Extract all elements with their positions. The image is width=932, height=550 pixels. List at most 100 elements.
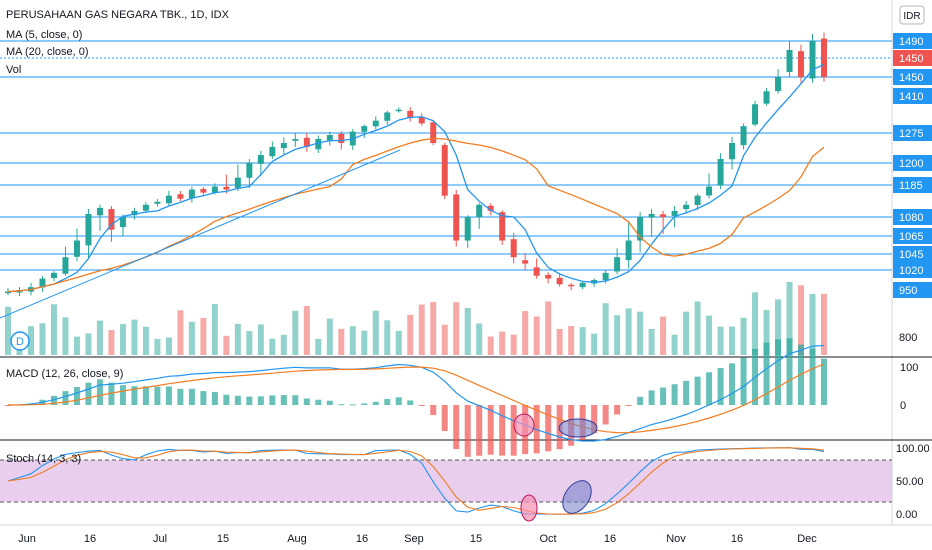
volume-bar (234, 323, 241, 355)
macd-histogram-bar (487, 405, 494, 455)
macd-axis-label: 100 (900, 362, 918, 374)
candle-body (269, 147, 276, 157)
time-tick-label: Jul (153, 533, 167, 545)
trend-line[interactable] (0, 149, 401, 319)
candle-body (522, 260, 529, 264)
time-tick-label: 15 (217, 533, 229, 545)
macd-histogram-bar (211, 391, 218, 405)
ma20-legend[interactable]: MA (20, close, 0) (6, 46, 89, 58)
macd-pink-circle (513, 413, 535, 437)
candle-body (729, 143, 736, 160)
candle-body (556, 277, 563, 285)
stoch-band (0, 460, 892, 502)
volume-bar (591, 333, 598, 355)
macd-histogram-bar (177, 388, 184, 405)
volume-bar (660, 316, 667, 355)
volume-bar (269, 338, 276, 355)
candle-body (39, 278, 46, 288)
time-tick-label: 16 (84, 533, 96, 545)
price-tag-label: 800 (899, 332, 917, 344)
stoch-axis-label: 100.00 (896, 443, 930, 455)
macd-histogram-bar (499, 405, 506, 456)
volume-bar (648, 328, 655, 355)
macd-histogram-bar (545, 405, 552, 452)
macd-histogram-bar (637, 396, 644, 405)
ma5-legend[interactable]: MA (5, close, 0) (6, 29, 82, 41)
candle-body (568, 284, 575, 287)
price-tag-label: 1045 (899, 249, 923, 261)
price-tag-bg (893, 69, 932, 85)
candle-body (602, 272, 609, 281)
macd-histogram-bar (614, 405, 621, 415)
currency-badge[interactable] (899, 5, 925, 25)
candle-body (384, 112, 391, 121)
volume-bar (625, 308, 632, 355)
price-tag-bg (893, 246, 932, 262)
candle-body (499, 212, 506, 241)
macd-histogram-bar (223, 394, 230, 405)
candle-body (246, 163, 253, 178)
time-tick-label: Nov (666, 533, 686, 545)
price-axis: 1490 1450 1450 1410 1275 1200 1185 1080 1065 1045… (893, 33, 932, 344)
stoch-legend[interactable]: Stoch (14, 3, 3) (6, 453, 81, 465)
volume-bar (430, 302, 437, 355)
candle-body (786, 50, 793, 73)
macd-histogram-bar (729, 363, 736, 405)
candle-body (407, 110, 414, 118)
volume-bar (361, 330, 368, 355)
volume-bar (257, 324, 264, 355)
candle-body (280, 143, 287, 149)
price-tag-label: 1275 (899, 128, 923, 140)
volume-bar (177, 310, 184, 355)
candle-body (165, 195, 172, 204)
volume-bar (50, 304, 57, 355)
candle-body (660, 214, 667, 217)
dividend-marker-label: D (16, 336, 24, 348)
candle-body (5, 291, 11, 294)
candle-body (775, 77, 782, 92)
price-tag-bg (893, 125, 932, 141)
macd-histogram-bar (119, 385, 126, 405)
macd-histogram-bar (821, 358, 827, 405)
macd-histogram-bar (361, 403, 368, 405)
candle-body (683, 204, 690, 210)
candle-body (510, 239, 517, 258)
macd-histogram-bar (809, 348, 816, 405)
volume-bar (614, 315, 621, 355)
dividend-marker[interactable] (10, 331, 30, 351)
macd-histogram-bar (257, 396, 264, 405)
macd-histogram-bar (269, 395, 276, 405)
volume-bar (510, 334, 517, 355)
volume-bar (303, 305, 310, 355)
macd-histogram-bar (62, 391, 69, 405)
time-tick-label: Dec (797, 533, 817, 545)
candle-body (108, 208, 115, 230)
volume-bar (717, 326, 724, 355)
candle-body (62, 257, 69, 274)
volume-bar (453, 302, 460, 355)
macd-histogram-bar (96, 379, 103, 405)
candle-body (234, 177, 241, 188)
candle-body (372, 120, 379, 127)
vol-legend[interactable]: Vol (6, 64, 21, 76)
macd-histogram-bar (441, 405, 448, 432)
time-tick-label: 16 (356, 533, 368, 545)
macd-axis-label: 0 (900, 400, 906, 412)
volume-bar (729, 326, 736, 355)
macd-histogram-bar (372, 401, 379, 405)
macd-legend[interactable]: MACD (12, 26, close, 9) (6, 368, 123, 380)
candle-body (188, 189, 195, 199)
volume-bar (349, 326, 356, 355)
sub-axis: 100 0 100.00 50.00 0.00 (896, 362, 930, 521)
price-tag-bg (893, 50, 932, 66)
volume-bar (441, 324, 448, 355)
volume-bar (464, 307, 471, 355)
macd-histogram-bar (384, 398, 391, 405)
candle-body (395, 109, 402, 112)
volume-bar (706, 315, 713, 355)
price-tag-bg (893, 262, 932, 278)
candlesticks (5, 32, 827, 296)
volume-bar (5, 306, 11, 355)
volume-bar (522, 311, 529, 355)
